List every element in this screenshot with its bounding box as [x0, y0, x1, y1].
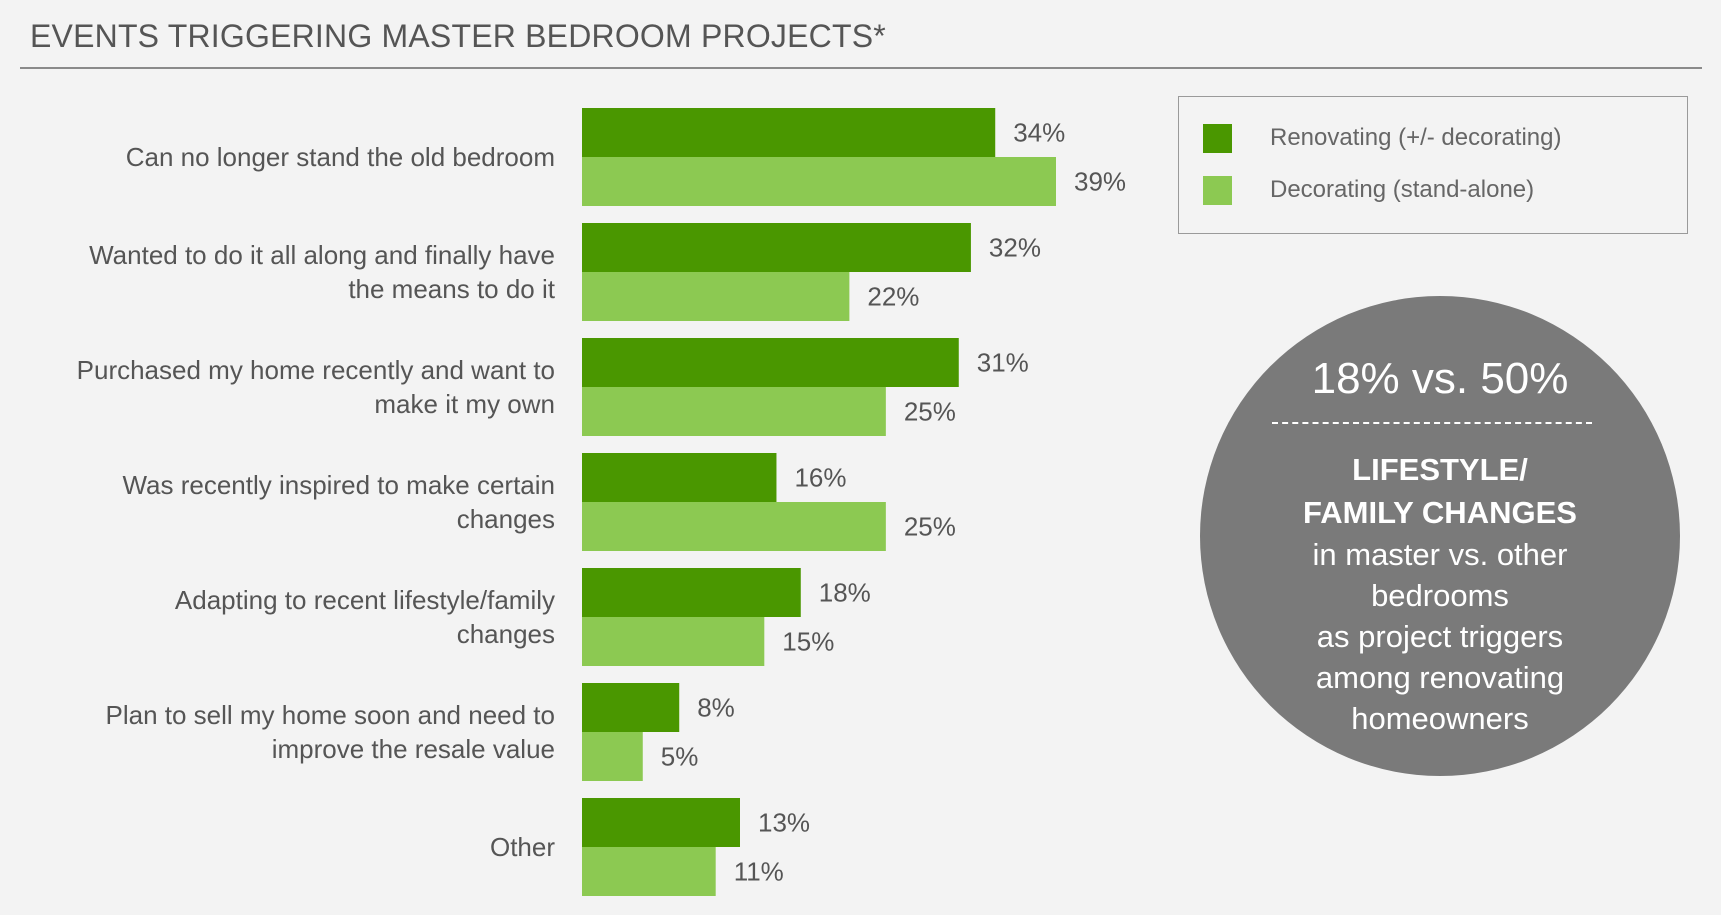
- callout-text-line-4: among renovating: [1315, 660, 1565, 695]
- value-label-renovating: 8%: [697, 693, 735, 723]
- category-label-line: Adapting to recent lifestyle/family: [175, 585, 555, 615]
- value-label-renovating: 18%: [819, 578, 871, 608]
- value-label-renovating: 32%: [989, 233, 1041, 263]
- callout-text-line-5: homeowners: [1351, 701, 1529, 736]
- category-label: Plan to sell my home soon and need to imp…: [105, 700, 555, 764]
- bar-renovating: [582, 223, 971, 272]
- category-label-line: Can no longer stand the old bedroom: [126, 142, 555, 172]
- value-label-decorating: 5%: [661, 742, 699, 772]
- bar-renovating: [582, 683, 680, 732]
- bar-renovating: [582, 453, 777, 502]
- value-label-decorating: 15%: [782, 627, 834, 657]
- value-label-renovating: 31%: [977, 348, 1029, 378]
- bar-chart: Can no longer stand the old bedroom 34% 39…: [77, 108, 1126, 896]
- legend-label-decorating: Decorating (stand-alone): [1270, 176, 1535, 203]
- value-label-decorating: 11%: [734, 857, 784, 887]
- legend-swatch-decorating: [1203, 175, 1232, 205]
- value-label-renovating: 13%: [758, 808, 810, 838]
- callout-bold-line-2: FAMILY CHANGES: [1303, 495, 1577, 530]
- callout-headline: 18% vs. 50%: [1311, 354, 1569, 403]
- bar-decorating: [582, 387, 886, 436]
- bar-decorating: [582, 157, 1056, 206]
- value-label-decorating: 25%: [904, 397, 956, 427]
- value-label-decorating: 39%: [1074, 167, 1126, 197]
- bar-decorating: [582, 502, 886, 551]
- callout-text-line-1: in master vs. other: [1312, 537, 1568, 572]
- category-label-line: make it my own: [374, 389, 555, 419]
- bar-renovating: [582, 338, 959, 387]
- category-label-line: the means to do it: [348, 274, 555, 304]
- category-label-line: Wanted to do it all along and finally ha…: [89, 240, 555, 270]
- title-divider: [20, 67, 1702, 69]
- bar-renovating: [582, 568, 801, 617]
- callout-text-line-2: bedrooms: [1371, 578, 1509, 613]
- callout-text-line-3: as project triggers: [1316, 619, 1564, 654]
- category-label: Purchased my home recently and want to ma…: [77, 355, 555, 419]
- category-label: Other: [490, 832, 555, 862]
- value-label-renovating: 16%: [794, 463, 846, 493]
- category-label: Was recently inspired to make certain cha…: [122, 470, 555, 534]
- category-label-line: improve the resale value: [272, 734, 555, 764]
- bar-renovating: [582, 798, 740, 847]
- category-label-line: Plan to sell my home soon and need to: [105, 700, 555, 730]
- legend-item-decorating: Decorating (stand-alone): [1203, 175, 1534, 205]
- category-label-line: changes: [457, 504, 555, 534]
- category-label-line: Purchased my home recently and want to: [77, 355, 555, 385]
- category-label: Can no longer stand the old bedroom: [126, 142, 555, 172]
- category-label-line: Was recently inspired to make certain: [122, 470, 555, 500]
- callout-body-text: in master vs. other bedrooms as project …: [1200, 534, 1680, 739]
- category-label-line: changes: [457, 619, 555, 649]
- callout-divider: [1272, 422, 1592, 424]
- bar-decorating: [582, 272, 850, 321]
- bar-renovating: [582, 108, 996, 157]
- value-label-decorating: 25%: [904, 512, 956, 542]
- callout-bold-line-1: LIFESTYLE/: [1352, 452, 1528, 487]
- legend-swatch-renovating: [1203, 123, 1232, 153]
- callout-bold-text: LIFESTYLE/ FAMILY CHANGES: [1200, 448, 1680, 534]
- legend-label-renovating: Renovating (+/- decorating): [1270, 124, 1562, 151]
- category-label-line: Other: [490, 832, 555, 862]
- legend: Renovating (+/- decorating) Decorating (…: [1178, 96, 1688, 234]
- callout-circle: 18% vs. 50% LIFESTYLE/ FAMILY CHANGES in…: [1200, 296, 1680, 776]
- bar-decorating: [582, 732, 643, 781]
- category-label: Adapting to recent lifestyle/family chang…: [175, 585, 555, 649]
- chart-title: EVENTS TRIGGERING MASTER BEDROOM PROJECT…: [30, 18, 886, 54]
- value-label-renovating: 34%: [1013, 118, 1065, 148]
- bar-decorating: [582, 847, 716, 896]
- legend-item-renovating: Renovating (+/- decorating): [1203, 123, 1562, 153]
- bar-decorating: [582, 617, 765, 666]
- category-label: Wanted to do it all along and finally ha…: [89, 240, 556, 304]
- value-label-decorating: 22%: [867, 282, 919, 312]
